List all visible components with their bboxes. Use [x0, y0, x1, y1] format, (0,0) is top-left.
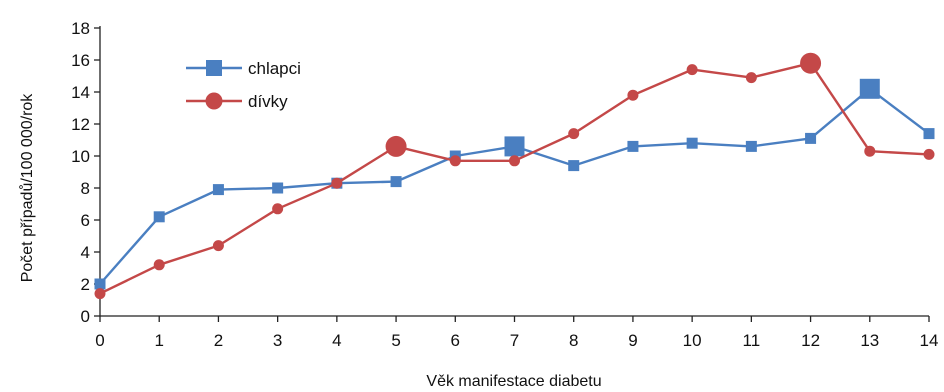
legend-item: chlapci — [186, 59, 301, 78]
data-point — [568, 160, 580, 172]
y-tick-label: 16 — [71, 51, 90, 70]
data-point — [745, 140, 757, 152]
y-tick-label: 12 — [71, 115, 90, 134]
data-point — [504, 136, 525, 157]
data-point — [449, 155, 461, 167]
x-tick-label: 2 — [214, 331, 223, 350]
data-point — [805, 132, 817, 144]
legend-label: dívky — [248, 92, 288, 111]
x-tick-label: 5 — [391, 331, 400, 350]
data-point — [153, 259, 165, 271]
legend-marker — [206, 60, 222, 76]
x-tick-label: 9 — [628, 331, 637, 350]
data-point — [923, 148, 935, 160]
series-1 — [94, 78, 935, 290]
x-tick-label: 1 — [154, 331, 163, 350]
y-tick-label: 4 — [81, 243, 90, 262]
y-tick-label: 0 — [81, 307, 90, 326]
data-point — [212, 240, 224, 252]
y-tick-label: 6 — [81, 211, 90, 230]
x-tick-label: 3 — [273, 331, 282, 350]
data-point — [94, 288, 106, 300]
x-tick-label: 0 — [95, 331, 104, 350]
data-point — [509, 155, 520, 167]
x-tick-label: 4 — [332, 331, 341, 350]
data-point — [686, 137, 698, 149]
legend-item: dívky — [186, 92, 288, 111]
x-axis-title: Věk manifestace diabetu — [426, 373, 601, 390]
y-tick-label: 14 — [71, 83, 90, 102]
series-2 — [94, 52, 935, 300]
data-point — [94, 278, 106, 290]
data-point — [745, 72, 757, 84]
x-tick-label: 11 — [743, 331, 761, 350]
data-point — [153, 211, 165, 223]
data-point — [800, 52, 822, 74]
data-point — [331, 177, 343, 189]
legend: chlapci dívky — [186, 59, 301, 111]
data-point — [859, 78, 880, 99]
data-point — [390, 176, 402, 188]
x-tick-label: 12 — [801, 331, 820, 350]
data-point — [864, 145, 876, 157]
legend-label: chlapci — [248, 59, 301, 78]
y-axis-title: Počet případů/100 000/rok — [18, 93, 36, 283]
y-tick-label: 2 — [81, 275, 90, 294]
data-point — [686, 64, 698, 76]
data-point — [272, 203, 284, 215]
x-tick-label: 7 — [510, 331, 519, 350]
data-point — [627, 89, 639, 101]
data-point — [385, 135, 407, 157]
data-point — [212, 184, 224, 196]
x-tick-label: 13 — [860, 331, 879, 350]
legend-marker — [205, 92, 223, 110]
data-point — [627, 140, 639, 152]
x-tick-label: 10 — [683, 331, 702, 350]
y-tick-label: 8 — [81, 179, 90, 198]
data-point — [568, 128, 580, 140]
data-point — [272, 182, 284, 194]
x-tick-label: 6 — [451, 331, 460, 350]
x-tick-label: 8 — [569, 331, 578, 350]
y-tick-label: 18 — [71, 19, 90, 38]
data-point — [923, 128, 935, 140]
y-tick-label: 10 — [71, 147, 90, 166]
series-layer — [94, 52, 935, 300]
series-line — [99, 62, 930, 295]
x-tick-label: 14 — [920, 331, 939, 350]
series-line — [99, 87, 930, 285]
